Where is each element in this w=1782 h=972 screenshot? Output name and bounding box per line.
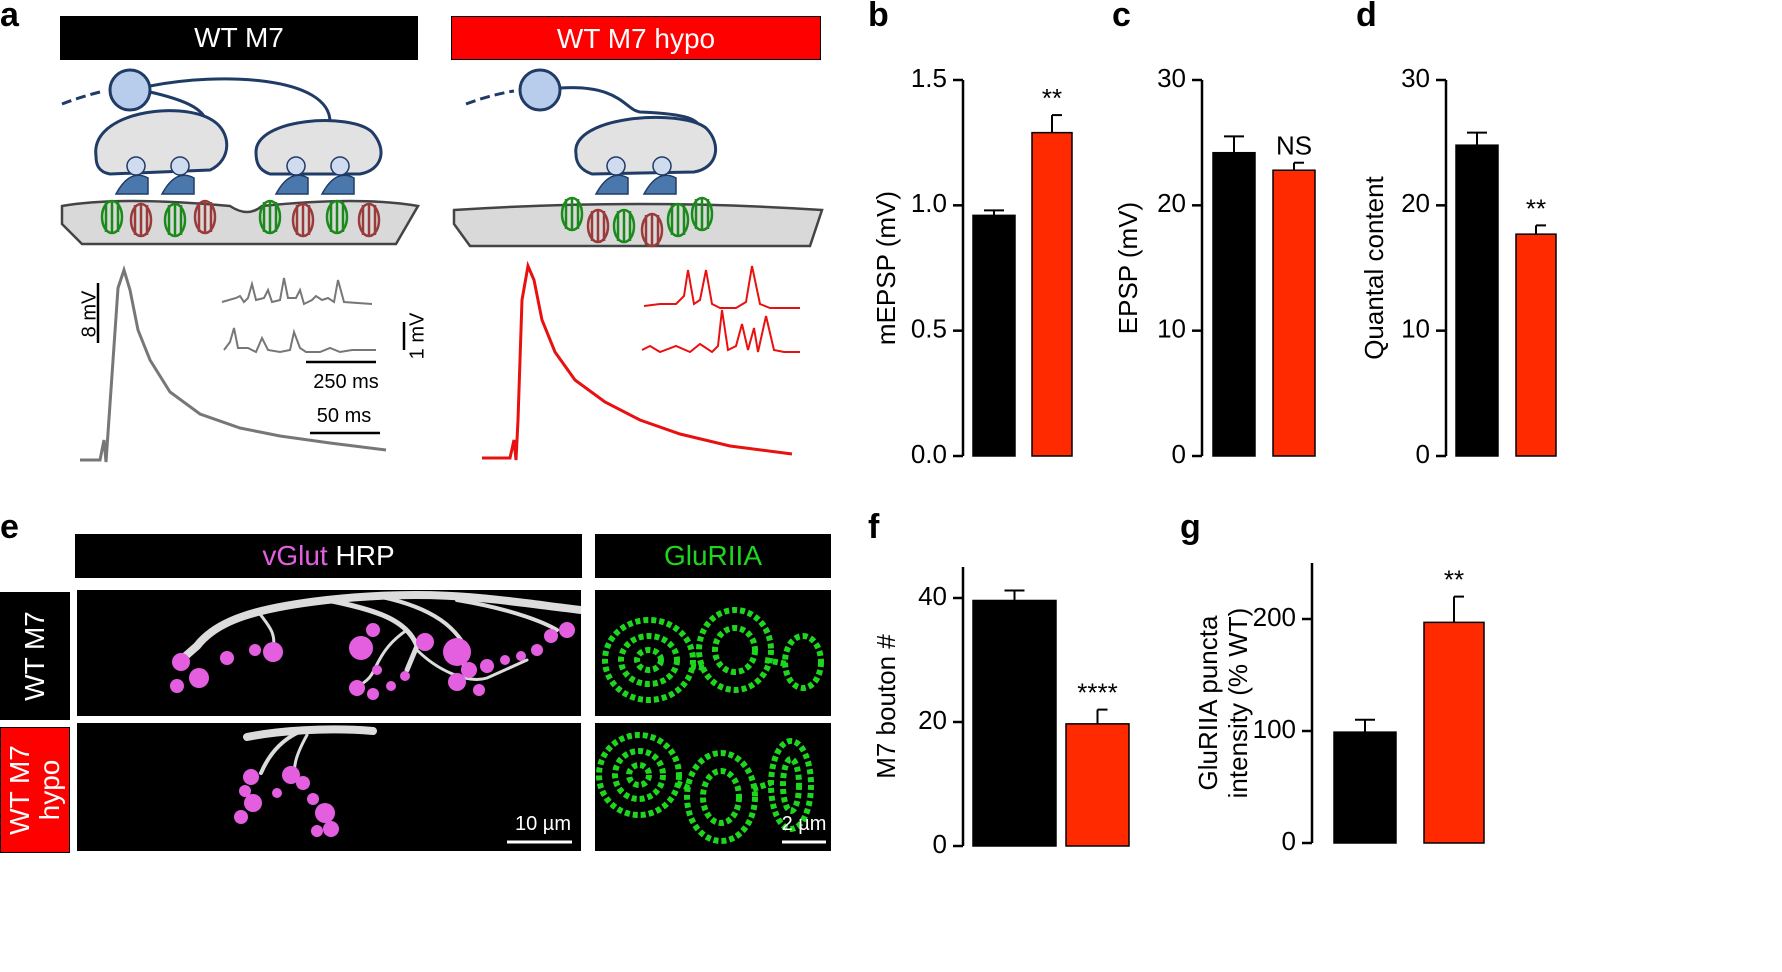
y-tick-label-d: 0 <box>1416 439 1430 469</box>
panel-label-b: b <box>868 0 889 34</box>
y-tick-label-d: 30 <box>1401 63 1430 93</box>
y-tick-label-b: 0.0 <box>911 439 947 469</box>
glur-header: GluRIIA <box>595 534 831 578</box>
hypo-epsp-trace <box>482 260 793 461</box>
vglut-hrp-header: vGlut HRP <box>75 534 582 578</box>
scale-50ms-label: 50 ms <box>317 405 371 427</box>
row-label-hypo: WT M7 hypo <box>0 727 70 853</box>
y-tick-label-b: 0.5 <box>911 314 947 344</box>
y-tick-label-g: 100 <box>1253 714 1296 744</box>
row-label-wt: WT M7 <box>0 592 70 720</box>
hypo-mini-trace-2 <box>641 309 800 354</box>
bar-c-1 <box>1272 169 1316 457</box>
panel-label-d: d <box>1356 0 1377 34</box>
y-tick-label-g: 0 <box>1282 826 1296 856</box>
y-tick-label-c: 10 <box>1157 314 1186 344</box>
micrograph-wt-glur <box>595 590 831 716</box>
y-tick-label-c: 20 <box>1157 188 1186 218</box>
y-tick-label-f: 40 <box>918 581 947 611</box>
wt-synapse-schematic <box>60 68 420 246</box>
panel-label-e: e <box>0 508 19 546</box>
y-tick-label-c: 0 <box>1172 439 1186 469</box>
wt-m7-header: WT M7 <box>60 16 418 60</box>
y-tick-label-d: 10 <box>1401 314 1430 344</box>
bar-f-0 <box>972 599 1057 847</box>
significance-d: ** <box>1526 193 1546 223</box>
micrograph-hypo-vglut-hrp <box>77 723 581 851</box>
bar-g-0 <box>1333 731 1397 844</box>
y-tick-label-b: 1.5 <box>911 63 947 93</box>
panel-a-schematic: 8 mV 1 mV 250 ms 50 ms <box>60 68 824 463</box>
y-axis-label-g-line2: intensity (% WT) <box>1223 608 1253 799</box>
significance-c: NS <box>1276 131 1312 161</box>
micrograph-wt-vglut-hrp <box>77 590 581 716</box>
y-tick-label-c: 30 <box>1157 63 1186 93</box>
bar-b-0 <box>972 214 1016 457</box>
hypo-synapse-schematic <box>452 68 824 248</box>
y-axis-label-d: Quantal content <box>1359 175 1389 359</box>
glur-label: GluRIIA <box>663 540 763 571</box>
wt-mini-trace-2 <box>223 327 376 354</box>
bar-c-0 <box>1212 151 1256 457</box>
bar-g-1 <box>1423 621 1485 844</box>
vglut-label: vGlut <box>262 540 328 571</box>
scale-8mv-label: 8 mV <box>78 290 100 337</box>
bar-d-1 <box>1515 233 1557 457</box>
panel-label-a: a <box>0 0 19 34</box>
y-tick-label-b: 1.0 <box>911 188 947 218</box>
y-axis-label-c: EPSP (mV) <box>1113 202 1143 334</box>
wt-mini-trace-1 <box>221 277 373 306</box>
hypo-mini-trace-1 <box>643 265 800 309</box>
significance-b: ** <box>1042 83 1062 113</box>
hrp-label: HRP <box>335 540 395 571</box>
y-axis-label-b: mEPSP (mV) <box>871 191 901 345</box>
significance-f: **** <box>1077 678 1117 708</box>
wt-epsp-trace <box>80 265 387 463</box>
micrograph-hypo-glur <box>595 723 831 851</box>
significance-g: ** <box>1444 565 1464 595</box>
y-tick-label-g: 200 <box>1253 602 1296 632</box>
y-tick-label-d: 20 <box>1401 188 1430 218</box>
bar-d-0 <box>1455 144 1499 457</box>
panel-label-c: c <box>1112 0 1131 34</box>
y-tick-label-f: 20 <box>918 705 947 735</box>
scale-250ms-label: 250 ms <box>313 371 379 393</box>
y-axis-label-f: M7 bouton # <box>871 634 901 779</box>
panel-label-f: f <box>868 508 880 546</box>
wt-m7-hypo-header: WT M7 hypo <box>451 16 821 60</box>
bar-f-1 <box>1065 723 1130 847</box>
bar-b-1 <box>1031 131 1073 457</box>
panel-label-g: g <box>1180 508 1201 546</box>
scale-1mv-label: 1 mV <box>406 312 428 359</box>
y-tick-label-f: 0 <box>933 829 947 859</box>
y-axis-label-g-line1: GluRIIA puncta <box>1193 615 1223 790</box>
